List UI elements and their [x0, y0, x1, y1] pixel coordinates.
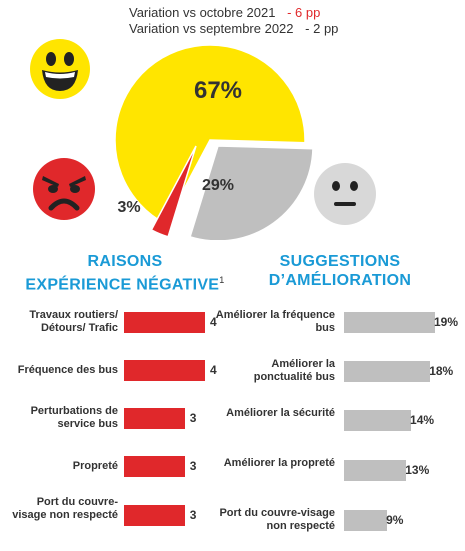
negative-reason-value-label: 4 [210, 363, 217, 377]
suggestion-value-label: 9% [386, 513, 404, 527]
suggestion-bar [344, 312, 435, 333]
negative-reason-bar [124, 408, 185, 429]
variation-october-value: - 6 pp [287, 5, 321, 20]
pie-label-negative: 3% [117, 199, 140, 216]
negative-reason-bar [124, 312, 205, 333]
suggestion-category-label: Améliorer la ponctualité bus [253, 358, 335, 383]
pie-slice-negative [150, 145, 197, 238]
negative-reason-bar [124, 505, 185, 526]
negative-reason-category-label: Travaux routiers/ Détours/ Trafic [29, 309, 118, 334]
negative-reason-value-label: 3 [189, 411, 197, 425]
suggestion-value-label: 19% [434, 315, 459, 329]
suggestion-bar [344, 510, 388, 531]
negative-reason-category-label: Propreté [72, 459, 118, 472]
negative-reasons-title-line1: RAISONS [87, 253, 163, 270]
suggestion-category-label: Améliorer la fréquence bus [215, 309, 335, 334]
variation-september: Variation vs septembre 2022 - 2 pp [129, 21, 338, 36]
negative-reason-category-label: Perturbations de service bus [30, 405, 118, 430]
variation-october: Variation vs octobre 2021 - 6 pp [129, 5, 320, 20]
happy-face-icon [30, 39, 90, 99]
suggestion-value-label: 18% [429, 364, 454, 378]
negative-reason-value-label: 3 [189, 459, 197, 473]
negative-reasons-title-line2: EXPÉRIENCE NÉGATIVE [25, 276, 220, 294]
satisfaction-pie-chart: 67% 29% 3% [114, 44, 314, 240]
negative-reasons-title: RAISONS EXPÉRIENCE NÉGATIVE1 [20, 252, 230, 294]
negative-reason-category-label: Port du couvre-visage non respecté [12, 495, 118, 521]
negative-reason-value-label: 4 [210, 315, 217, 329]
suggestion-bar [344, 460, 407, 481]
pie-slice-positive [114, 44, 306, 225]
suggestions-title-line1: SUGGESTIONS [279, 253, 401, 270]
suggestion-category-label: Port du couvre-visage non respecté [219, 507, 335, 532]
pie-label-positive: 67% [194, 77, 242, 104]
variation-september-label: Variation vs septembre 2022 [129, 21, 294, 36]
neutral-face-icon [314, 163, 376, 225]
negative-reason-bar [124, 360, 205, 381]
angry-face-icon [33, 158, 95, 220]
suggestion-bar [344, 361, 431, 382]
pie-slice-neutral [189, 145, 314, 240]
variation-october-label: Variation vs octobre 2021 [129, 5, 276, 20]
pie-label-neutral: 29% [202, 177, 234, 194]
suggestion-value-label: 13% [405, 463, 430, 477]
negative-reason-bar [124, 456, 185, 477]
footnote-marker: 1 [219, 275, 225, 285]
suggestions-title-line2: D’AMÉLIORATION [268, 272, 412, 289]
suggestion-category-label: Améliorer la sécurité [226, 407, 335, 419]
negative-reason-value-label: 3 [189, 508, 197, 522]
suggestion-bar [344, 410, 412, 431]
suggestion-category-label: Améliorer la propreté [223, 457, 335, 469]
variation-september-value: - 2 pp [305, 21, 339, 36]
suggestion-value-label: 14% [410, 413, 435, 427]
negative-reason-category-label: Fréquence des bus [17, 363, 118, 376]
suggestions-title: SUGGESTIONS D’AMÉLIORATION [255, 252, 425, 290]
